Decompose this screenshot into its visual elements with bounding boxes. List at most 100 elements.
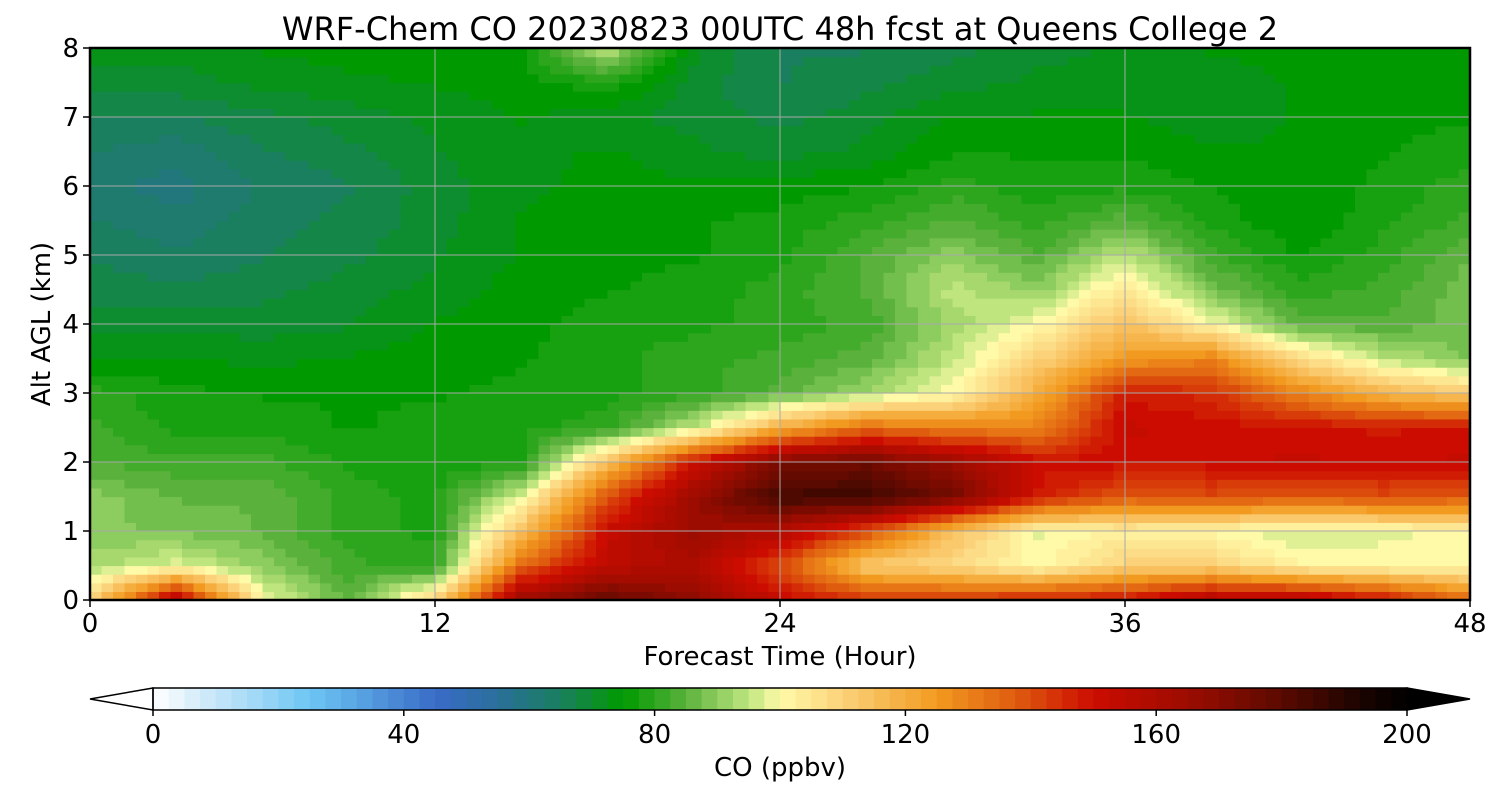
heatmap-cell	[814, 565, 827, 575]
heatmap-cell	[607, 358, 620, 368]
heatmap-cell	[929, 246, 942, 256]
heatmap-cell	[665, 108, 678, 118]
heatmap-cell	[883, 324, 896, 334]
heatmap-cell	[975, 393, 988, 403]
heatmap-cell	[665, 444, 678, 454]
heatmap-cell	[929, 134, 942, 144]
heatmap-cell	[688, 393, 701, 403]
heatmap-cell	[400, 531, 413, 541]
heatmap-cell	[228, 117, 241, 127]
heatmap-cell	[113, 220, 126, 230]
heatmap-cell	[711, 522, 724, 532]
heatmap-cell	[745, 99, 758, 109]
heatmap-cell	[435, 151, 448, 161]
heatmap-cell	[147, 229, 160, 239]
heatmap-cell	[952, 531, 965, 541]
heatmap-cell	[642, 91, 655, 101]
heatmap-cell	[343, 263, 356, 273]
heatmap-cell	[918, 306, 931, 316]
heatmap-cell	[274, 427, 287, 437]
heatmap-cell	[504, 229, 517, 239]
heatmap-cell	[389, 177, 402, 187]
heatmap-cell	[262, 470, 275, 480]
heatmap-cell	[354, 108, 367, 118]
heatmap-cell	[366, 125, 379, 135]
heatmap-cell	[124, 151, 137, 161]
heatmap-cell	[826, 315, 839, 325]
heatmap-cell	[170, 82, 183, 92]
heatmap-cell	[607, 65, 620, 75]
heatmap-cell	[101, 531, 114, 541]
heatmap-cell	[722, 134, 735, 144]
heatmap-cell	[320, 298, 333, 308]
heatmap-cell	[435, 82, 448, 92]
heatmap-cell	[515, 177, 528, 187]
heatmap-cell	[504, 73, 517, 84]
heatmap-cell	[308, 427, 321, 437]
heatmap-cell	[653, 522, 666, 532]
heatmap-cell	[596, 56, 609, 66]
heatmap-cell	[699, 332, 712, 342]
heatmap-cell	[251, 211, 264, 222]
heatmap-cell	[504, 496, 517, 506]
heatmap-cell	[975, 194, 988, 204]
heatmap-cell	[159, 134, 172, 144]
heatmap-cell	[354, 539, 367, 549]
heatmap-cell	[159, 108, 172, 118]
heatmap-cell	[492, 237, 505, 247]
heatmap-cell	[205, 574, 218, 584]
heatmap-cell	[768, 548, 781, 558]
heatmap-cell	[791, 65, 804, 75]
heatmap-cell	[469, 151, 482, 161]
heatmap-cell	[849, 306, 862, 316]
heatmap-cell	[285, 280, 298, 291]
heatmap-cell	[366, 134, 379, 144]
heatmap-cell	[423, 255, 436, 265]
heatmap-cell	[136, 531, 149, 541]
heatmap-cell	[205, 384, 218, 394]
heatmap-cell	[550, 160, 563, 170]
heatmap-cell	[941, 142, 954, 153]
heatmap-cell	[538, 108, 551, 118]
heatmap-cell	[573, 324, 586, 334]
heatmap-cell	[228, 186, 241, 196]
heatmap-cell	[722, 117, 735, 127]
heatmap-cell	[331, 574, 344, 584]
heatmap-cell	[182, 203, 195, 213]
heatmap-cell	[182, 134, 195, 144]
heatmap-cell	[412, 539, 425, 549]
heatmap-cell	[216, 48, 229, 58]
heatmap-cell	[297, 237, 310, 247]
heatmap-cell	[423, 496, 436, 506]
heatmap-cell	[803, 324, 816, 334]
heatmap-cell	[262, 177, 275, 187]
heatmap-cell	[964, 48, 977, 58]
heatmap-cell	[228, 125, 241, 135]
heatmap-cell	[159, 315, 172, 325]
heatmap-cell	[906, 401, 919, 411]
heatmap-cell	[791, 496, 804, 506]
heatmap-cell	[101, 556, 114, 567]
heatmap-cell	[389, 505, 402, 515]
heatmap-cell	[274, 513, 287, 523]
heatmap-cell	[492, 82, 505, 92]
heatmap-cell	[734, 160, 747, 170]
heatmap-cell	[228, 565, 241, 575]
heatmap-cell	[975, 289, 988, 299]
heatmap-cell	[320, 375, 333, 385]
heatmap-cell	[435, 48, 448, 58]
heatmap-cell	[285, 531, 298, 541]
heatmap-cell	[906, 315, 919, 325]
heatmap-cell	[239, 582, 252, 592]
heatmap-cell	[607, 73, 620, 84]
heatmap-cell	[860, 582, 873, 592]
heatmap-cell	[423, 539, 436, 549]
heatmap-cell	[320, 591, 333, 600]
heatmap-cell	[159, 65, 172, 75]
heatmap-cell	[251, 393, 264, 403]
heatmap-cell	[952, 418, 965, 429]
heatmap-cell	[285, 479, 298, 489]
heatmap-cell	[377, 513, 390, 523]
heatmap-cell	[987, 591, 1000, 600]
heatmap-cell	[918, 220, 931, 230]
